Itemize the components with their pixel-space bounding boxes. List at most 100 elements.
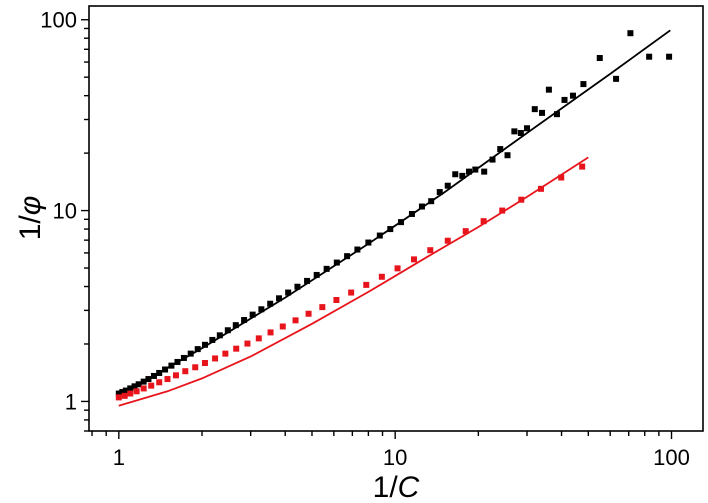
- data-point: [182, 368, 189, 375]
- data-point: [524, 125, 531, 132]
- data-point: [267, 329, 274, 336]
- data-point: [267, 300, 274, 307]
- data-point: [613, 75, 620, 82]
- data-point: [201, 341, 208, 348]
- data-point: [187, 350, 194, 357]
- data-point: [249, 311, 256, 318]
- data-point: [531, 106, 538, 113]
- data-point: [115, 390, 122, 397]
- data-point: [194, 346, 201, 353]
- data-point: [255, 335, 262, 342]
- data-point: [537, 185, 544, 192]
- data-point: [115, 394, 122, 401]
- data-point: [148, 382, 155, 389]
- data-point: [216, 332, 223, 339]
- data-point: [378, 273, 385, 280]
- data-point: [285, 289, 292, 296]
- data-point: [209, 336, 216, 343]
- data-point: [168, 362, 175, 369]
- data-point: [233, 345, 240, 352]
- data-point: [376, 232, 383, 239]
- data-point: [127, 390, 134, 397]
- data-point: [164, 376, 171, 383]
- data-point: [398, 219, 405, 226]
- data-point: [344, 253, 351, 260]
- data-point: [172, 372, 179, 379]
- data-point: [122, 387, 129, 394]
- data-point: [580, 81, 587, 88]
- data-point: [418, 203, 425, 210]
- data-point: [387, 226, 394, 233]
- data-point: [499, 207, 506, 214]
- data-point: [518, 196, 525, 203]
- data-point: [480, 218, 487, 225]
- data-point: [244, 340, 251, 347]
- data-point: [553, 111, 560, 118]
- data-point: [348, 289, 355, 296]
- data-point: [279, 323, 286, 330]
- data-point: [646, 53, 653, 60]
- data-series: [115, 29, 673, 407]
- data-point: [156, 379, 163, 386]
- data-point: [127, 385, 134, 392]
- data-point: [427, 247, 434, 254]
- data-point: [489, 156, 496, 163]
- data-point: [517, 129, 524, 136]
- data-point: [504, 152, 511, 159]
- data-point: [452, 171, 459, 178]
- data-point: [411, 256, 418, 263]
- data-point: [481, 168, 488, 175]
- data-point: [131, 383, 138, 390]
- data-point: [497, 146, 504, 153]
- data-point: [444, 182, 451, 189]
- data-point: [472, 166, 479, 173]
- data-point: [444, 237, 451, 244]
- data-point: [241, 317, 248, 324]
- y-axis-label: 1/φ: [14, 196, 47, 241]
- data-point: [140, 385, 147, 392]
- data-point: [232, 322, 239, 329]
- data-point: [354, 246, 361, 253]
- data-point: [305, 310, 312, 317]
- data-point: [135, 381, 142, 388]
- data-point: [569, 92, 576, 99]
- data-point: [459, 172, 466, 179]
- data-point: [333, 259, 340, 266]
- data-point: [119, 389, 126, 396]
- data-point: [140, 378, 147, 385]
- x-tick-label: 1: [113, 445, 125, 470]
- data-point: [292, 317, 299, 324]
- y-tick-label: 100: [40, 8, 77, 33]
- data-point: [511, 128, 518, 135]
- y-tick-label: 1: [65, 389, 77, 414]
- data-point: [162, 366, 169, 373]
- data-point: [192, 364, 199, 371]
- plot-frame: [88, 5, 704, 432]
- data-point: [294, 283, 301, 290]
- data-point: [462, 228, 469, 235]
- data-point: [145, 376, 152, 383]
- data-point: [121, 392, 128, 399]
- data-point: [180, 354, 187, 361]
- data-point: [596, 55, 603, 62]
- series-2: [115, 156, 589, 407]
- fit-line: [118, 29, 671, 397]
- data-point: [465, 168, 472, 175]
- data-point: [365, 239, 372, 246]
- data-point: [222, 350, 229, 357]
- data-point: [224, 327, 231, 334]
- data-point: [201, 359, 208, 366]
- y-tick-label: 10: [53, 199, 77, 224]
- data-point: [579, 163, 586, 170]
- data-point: [436, 189, 443, 196]
- data-point: [304, 277, 311, 284]
- data-point: [545, 86, 552, 93]
- data-point: [212, 355, 219, 362]
- x-tick-label: 10: [383, 445, 407, 470]
- fit-line: [118, 156, 589, 407]
- data-point: [627, 30, 634, 37]
- data-point: [156, 369, 163, 376]
- data-point: [333, 296, 340, 303]
- series-1: [115, 29, 673, 397]
- data-point: [258, 306, 265, 313]
